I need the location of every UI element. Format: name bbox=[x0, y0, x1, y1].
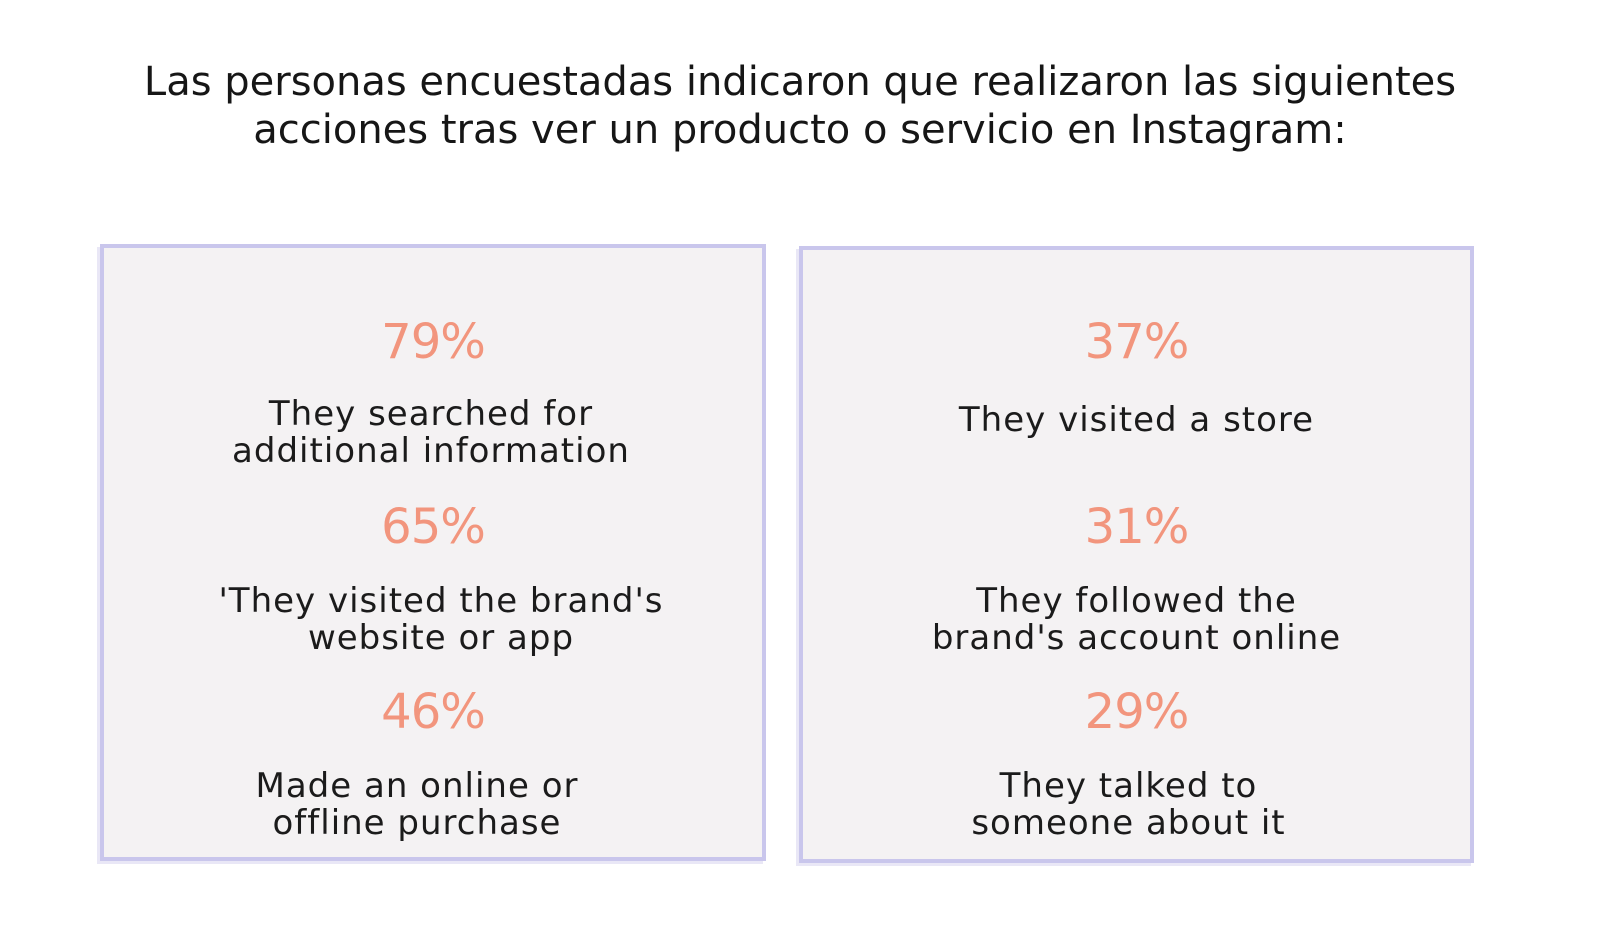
stat-percent-visited-store: 37% bbox=[1084, 314, 1190, 370]
stat-percent-searched: 79% bbox=[381, 314, 486, 370]
right-stats-panel: 37% They visited a store 31% They follow… bbox=[799, 246, 1474, 863]
stat-label-visited-store: They visited a store bbox=[803, 402, 1470, 439]
stat-percent-talked: 29% bbox=[1084, 684, 1190, 740]
stat-label-purchase: Made an online or offline purchase bbox=[88, 768, 746, 842]
page-heading: Las personas encuestadas indicaron que r… bbox=[0, 58, 1600, 154]
stat-label-line: They talked to bbox=[999, 766, 1258, 806]
stat-label-line: offline purchase bbox=[272, 803, 562, 843]
left-stats-panel: 79% They searched for additional informa… bbox=[100, 244, 766, 861]
stat-label-line: additional information bbox=[232, 431, 630, 471]
stat-label-line: someone about it bbox=[971, 803, 1286, 843]
stat-label-searched: They searched for additional information bbox=[102, 396, 760, 470]
stat-percent-purchase: 46% bbox=[381, 684, 486, 740]
heading-line-1: Las personas encuestadas indicaron que r… bbox=[143, 59, 1457, 105]
stat-label-talked: They talked to someone about it bbox=[795, 768, 1462, 842]
heading-line-2: acciones tras ver un producto o servicio… bbox=[253, 107, 1347, 153]
stat-percent-followed: 31% bbox=[1084, 499, 1190, 555]
stat-label-line: They visited a store bbox=[958, 400, 1315, 440]
stat-label-line: 'They visited the brand's bbox=[218, 581, 664, 621]
stat-label-line: brand's account online bbox=[931, 618, 1342, 658]
stat-percent-visited-website: 65% bbox=[381, 499, 486, 555]
stat-label-line: website or app bbox=[307, 618, 575, 658]
stat-label-line: Made an online or bbox=[255, 766, 579, 806]
stat-label-line: They searched for bbox=[268, 394, 594, 434]
stat-label-line: They followed the bbox=[976, 581, 1297, 621]
stat-label-followed: They followed the brand's account online bbox=[803, 583, 1470, 657]
stat-label-visited-website: 'They visited the brand's website or app bbox=[112, 583, 770, 657]
